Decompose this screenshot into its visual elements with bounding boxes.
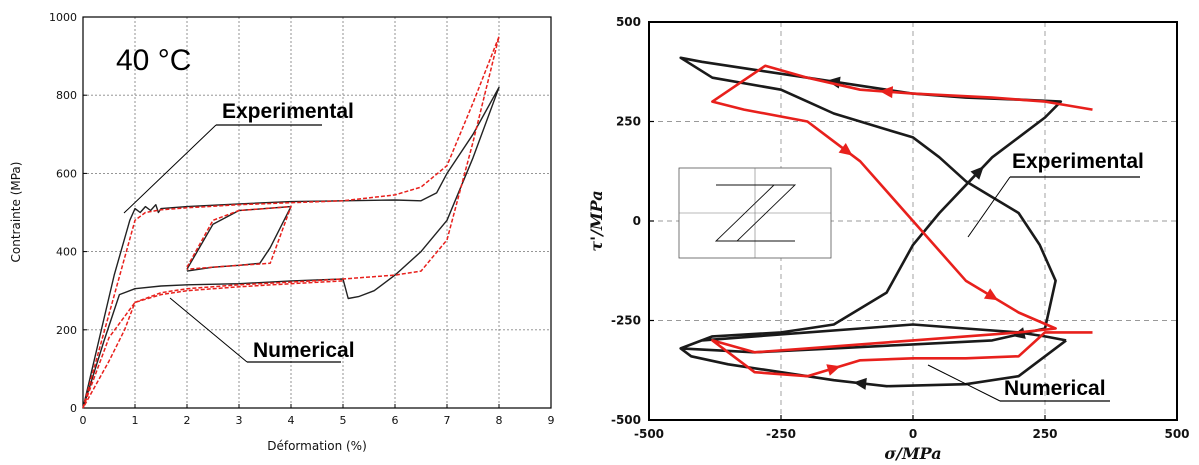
right-y-axis-label: τ'/MPa <box>587 190 606 251</box>
left-experimental-leader <box>123 124 217 214</box>
left-y-tick-label: 1000 <box>49 11 77 24</box>
right-ticks: -500 -250 0 250 500 500 250 0 -250 -500 <box>611 15 1190 441</box>
left-y-axis-label: Contrainte (MPa) <box>9 162 23 263</box>
left-x-tick-label: 1 <box>132 414 139 427</box>
left-x-tick-label: 7 <box>444 414 451 427</box>
right-series-arrow-1-1 <box>838 142 853 156</box>
left-series <box>82 35 500 409</box>
right-series-arrow-0-0 <box>853 377 867 390</box>
left-x-tick-label: 3 <box>236 414 243 427</box>
left-chart-background <box>0 0 590 465</box>
left-y-tick-label: 400 <box>56 246 77 259</box>
right-numerical-label: Numerical <box>1004 377 1106 400</box>
right-numerical-leader <box>927 364 1001 402</box>
right-experimental-leader <box>967 176 1011 238</box>
left-chart: 0 1 2 3 4 5 6 7 8 9 0 200 400 600 800 1000 40 °C Déform… <box>0 0 590 465</box>
left-grid <box>83 17 551 408</box>
left-annotations: Experimental Numerical <box>123 100 355 363</box>
left-numerical-label: Numerical <box>253 339 355 362</box>
left-chart-title: 40 °C <box>116 44 191 77</box>
right-x-tick-label: -250 <box>766 427 796 441</box>
right-series-arrow-1-2 <box>983 288 999 301</box>
left-x-axis-label: Déformation (%) <box>267 439 367 453</box>
left-x-tick-label: 0 <box>80 414 87 427</box>
right-series <box>679 56 1093 390</box>
left-experimental-label: Experimental <box>222 100 354 123</box>
right-series-arrow-0-1 <box>970 166 984 180</box>
right-series-line-1 <box>711 64 1093 378</box>
right-y-tick-label: 250 <box>616 115 641 129</box>
right-x-tick-label: -500 <box>634 427 664 441</box>
left-series-line-1 <box>186 205 292 272</box>
inset-plot <box>678 167 832 259</box>
left-y-tick-label: 800 <box>56 89 77 102</box>
right-series-line-0 <box>679 56 1067 388</box>
left-series-line-2 <box>82 35 500 409</box>
right-annotations: Experimental Numerical <box>927 150 1144 402</box>
right-x-axis-label: σ/MPa <box>884 444 941 463</box>
right-x-tick-label: 250 <box>1032 427 1057 441</box>
right-series-arrow-1-3 <box>826 364 841 376</box>
left-x-tick-label: 5 <box>340 414 347 427</box>
right-y-tick-label: -250 <box>611 314 641 328</box>
right-y-tick-label: -500 <box>611 413 641 427</box>
left-x-tick-label: 2 <box>184 414 191 427</box>
left-x-tick-label: 6 <box>392 414 399 427</box>
left-series-line-4 <box>82 280 344 409</box>
left-plot-frame <box>82 16 552 409</box>
inset-curve <box>714 184 797 242</box>
right-y-tick-label: 0 <box>633 214 641 228</box>
right-series-arrow-1-0 <box>879 86 894 99</box>
right-x-tick-label: 500 <box>1164 427 1189 441</box>
right-experimental-label: Experimental <box>1012 150 1144 173</box>
right-y-tick-label: 500 <box>616 15 641 29</box>
left-y-tick-label: 200 <box>56 324 77 337</box>
left-ticks: 0 1 2 3 4 5 6 7 8 9 0 200 400 600 800 1000 <box>49 11 555 427</box>
left-numerical-leader <box>169 297 248 363</box>
left-series-line-3 <box>186 205 292 270</box>
left-x-tick-label: 4 <box>288 414 295 427</box>
left-y-tick-label: 600 <box>56 167 77 180</box>
right-x-tick-label: 0 <box>909 427 917 441</box>
left-x-tick-label: 8 <box>496 414 503 427</box>
left-y-tick-label: 0 <box>70 402 77 415</box>
left-series-line-0 <box>82 86 500 409</box>
right-chart: -500 -250 0 250 500 500 250 0 -250 -500 σ/MPa τ'/… <box>587 0 1199 465</box>
left-x-tick-label: 9 <box>548 414 555 427</box>
